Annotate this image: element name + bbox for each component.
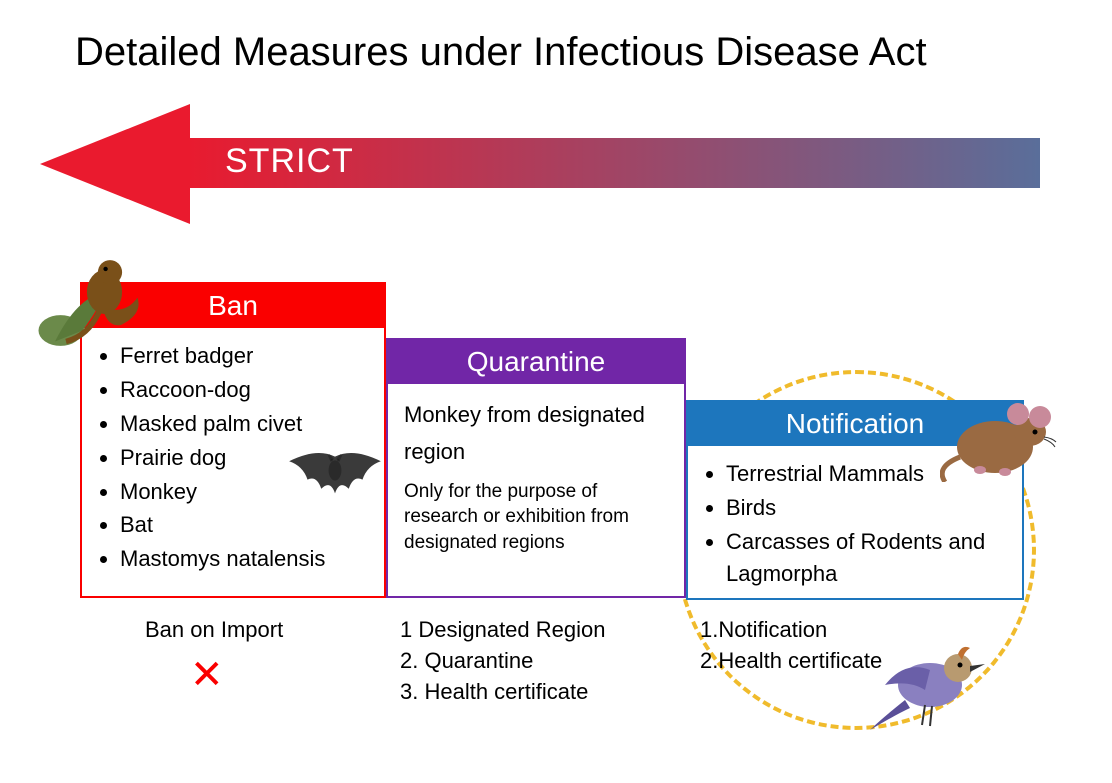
page-title: Detailed Measures under Infectious Disea… <box>75 30 927 75</box>
quarantine-below-item: 3. Health certificate <box>400 677 605 708</box>
quarantine-body: Monkey from designated region Only for t… <box>388 384 684 570</box>
ban-list-item: Raccoon-dog <box>120 374 370 406</box>
quarantine-below-list: 1 Designated Region2. Quarantine3. Healt… <box>400 615 605 707</box>
ban-x-icon: ✕ <box>190 652 224 698</box>
notification-list-item: Carcasses of Rodents and Lagmorpha <box>726 526 1008 590</box>
notification-below-list: 1.Notification2.Health certificate <box>700 615 882 677</box>
notification-below-item: 2.Health certificate <box>700 646 882 677</box>
bird-icon <box>870 630 1000 740</box>
quarantine-below-item: 1 Designated Region <box>400 615 605 646</box>
notification-below-item: 1.Notification <box>700 615 882 646</box>
arrow-head <box>40 104 190 224</box>
ban-list-item: Bat <box>120 509 370 541</box>
quarantine-panel: Quarantine Monkey from designated region… <box>386 338 686 598</box>
notification-list-item: Birds <box>726 492 1008 524</box>
ban-list-item: Masked palm civet <box>120 408 370 440</box>
monkey-icon <box>34 248 164 358</box>
ban-below-label: Ban on Import <box>145 615 283 646</box>
quarantine-main-text: Monkey from designated region <box>404 396 670 471</box>
quarantine-header: Quarantine <box>388 340 684 384</box>
ban-list-item: Mastomys natalensis <box>120 543 370 575</box>
arrow-label: STRICT <box>225 142 354 181</box>
mouse-icon <box>940 392 1060 482</box>
quarantine-sub-text: Only for the purpose of research or exhi… <box>404 479 670 556</box>
quarantine-below-item: 2. Quarantine <box>400 646 605 677</box>
strict-arrow: STRICT <box>40 112 1040 232</box>
bat-icon <box>280 440 390 510</box>
